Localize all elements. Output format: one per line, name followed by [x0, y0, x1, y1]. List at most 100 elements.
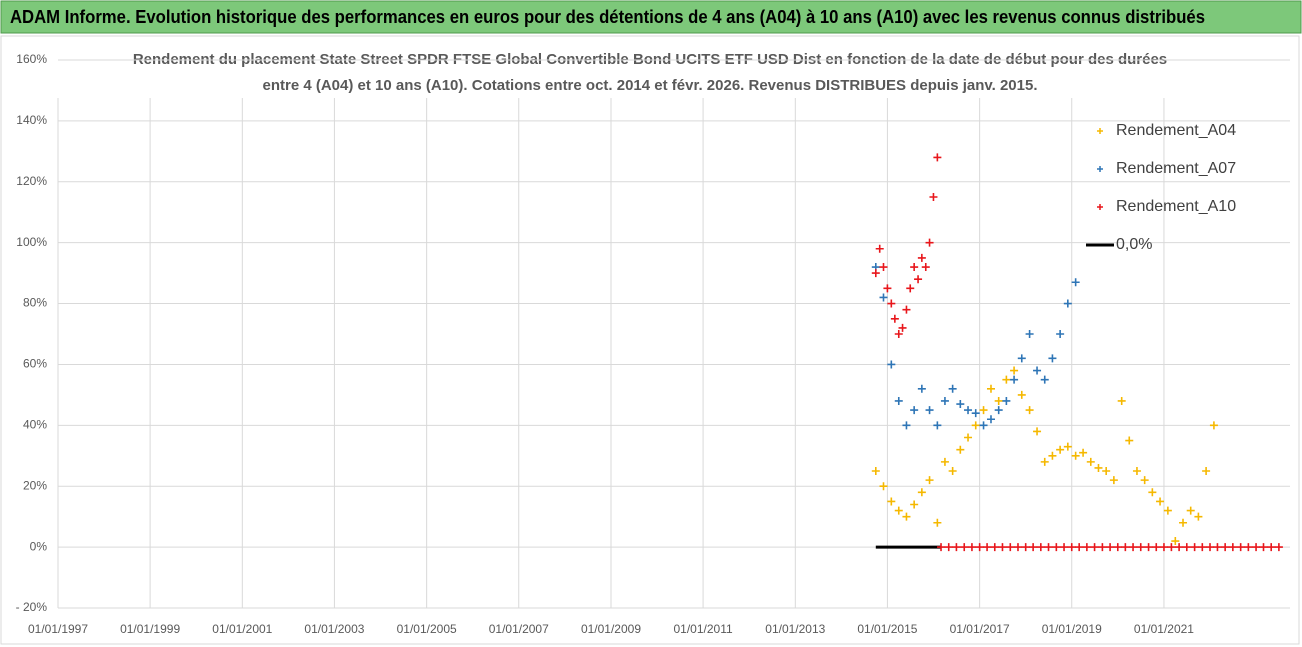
- point: [979, 406, 988, 415]
- point: [933, 153, 942, 162]
- x-tick-label: 01/01/2011: [673, 622, 732, 636]
- legend-label: Rendement_A07: [1116, 160, 1236, 177]
- point: [906, 284, 915, 293]
- point: [1017, 354, 1026, 363]
- point: [879, 293, 888, 302]
- point: [879, 263, 888, 272]
- x-tick-label: 01/01/2009: [581, 622, 641, 636]
- point: [933, 518, 942, 527]
- point: [1002, 375, 1011, 384]
- x-tick-label: 01/01/1999: [120, 622, 180, 636]
- point: [979, 421, 988, 430]
- point: [1102, 467, 1111, 475]
- point: [925, 476, 934, 485]
- legend-label: Rendement_A04: [1116, 122, 1236, 139]
- point: [964, 406, 973, 415]
- point: [1040, 457, 1049, 466]
- point: [1033, 366, 1042, 375]
- point: [1132, 467, 1141, 475]
- point: [1010, 366, 1019, 375]
- point: [1252, 543, 1261, 552]
- point: [1109, 476, 1118, 485]
- point: [1036, 543, 1045, 552]
- point: [1152, 543, 1161, 552]
- header-title: ADAM Informe. Evolution historique des p…: [10, 7, 1205, 27]
- legend-marker: [1097, 204, 1103, 210]
- point: [990, 543, 999, 552]
- x-tick-label: 01/01/2001: [212, 622, 272, 636]
- point: [971, 409, 980, 418]
- point: [1129, 543, 1138, 552]
- point: [1209, 421, 1218, 430]
- point: [1228, 543, 1237, 552]
- point: [1029, 543, 1038, 552]
- point: [1171, 537, 1180, 546]
- x-tick-label: 01/01/2005: [397, 622, 457, 636]
- point: [944, 543, 953, 552]
- y-tick-label: 20%: [23, 478, 47, 492]
- point: [1025, 330, 1034, 338]
- chart-title: entre 4 (A04) et 10 ans (A10). Cotations…: [262, 77, 1037, 94]
- point: [902, 305, 911, 314]
- point: [1063, 442, 1072, 451]
- point: [940, 457, 949, 466]
- point: [1259, 543, 1268, 552]
- point: [1121, 543, 1130, 552]
- point: [910, 500, 919, 509]
- point: [1236, 543, 1245, 552]
- point: [952, 543, 961, 552]
- point: [1033, 427, 1042, 436]
- point: [1274, 543, 1283, 552]
- x-tick-label: 01/01/2017: [950, 622, 1010, 636]
- point: [967, 543, 976, 552]
- point: [975, 543, 984, 552]
- legend-label: Rendement_A10: [1116, 198, 1236, 215]
- x-tick-label: 01/01/2019: [1042, 622, 1102, 636]
- point: [1179, 518, 1188, 527]
- y-tick-label: 60%: [23, 357, 47, 371]
- point: [1056, 445, 1065, 454]
- point: [1098, 543, 1107, 552]
- point: [964, 433, 973, 442]
- point: [1002, 396, 1011, 405]
- point: [933, 421, 942, 430]
- point: [1159, 543, 1168, 552]
- point: [1025, 406, 1034, 415]
- legend-marker: [1097, 128, 1103, 134]
- point: [983, 543, 992, 552]
- point: [1167, 543, 1176, 552]
- point: [986, 384, 995, 393]
- point: [929, 193, 938, 201]
- chart-frame: [0, 35, 1300, 645]
- point: [1048, 451, 1057, 460]
- point: [971, 421, 980, 430]
- point: [998, 543, 1007, 552]
- point: [1148, 488, 1157, 497]
- point: [1136, 543, 1145, 552]
- point: [910, 263, 919, 272]
- point: [1163, 506, 1172, 515]
- point: [956, 400, 965, 409]
- point: [1082, 543, 1091, 552]
- point: [1144, 543, 1153, 552]
- point: [1052, 543, 1061, 552]
- point: [902, 512, 911, 521]
- point: [910, 406, 919, 415]
- point: [898, 323, 907, 332]
- point: [1190, 543, 1199, 552]
- point: [1006, 543, 1015, 552]
- point: [1186, 506, 1195, 515]
- point: [1071, 278, 1080, 287]
- point: [1198, 543, 1207, 552]
- point: [921, 263, 930, 272]
- point: [879, 482, 888, 491]
- point: [875, 244, 884, 253]
- y-tick-label: 160%: [16, 52, 47, 66]
- point: [940, 396, 949, 405]
- point: [1060, 543, 1069, 552]
- point: [948, 467, 957, 475]
- point: [871, 467, 880, 475]
